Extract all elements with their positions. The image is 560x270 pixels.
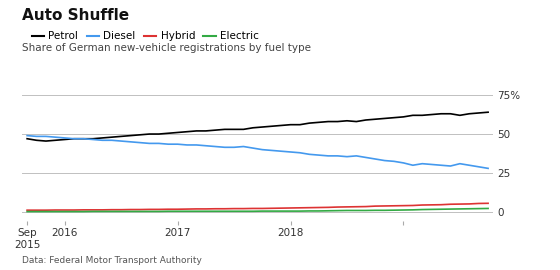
Legend: Petrol, Diesel, Hybrid, Electric: Petrol, Diesel, Hybrid, Electric [27,27,263,46]
Text: Data: Federal Motor Transport Authority: Data: Federal Motor Transport Authority [22,256,202,265]
Text: Auto Shuffle: Auto Shuffle [22,8,129,23]
Text: Share of German new-vehicle registrations by fuel type: Share of German new-vehicle registration… [22,43,311,53]
